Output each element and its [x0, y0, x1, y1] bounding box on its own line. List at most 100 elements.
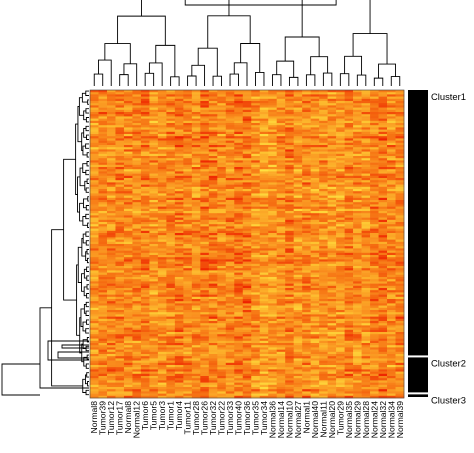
- heatmap-cell: [251, 123, 261, 126]
- heatmap-cell: [174, 127, 184, 130]
- heatmap-cell: [395, 296, 405, 300]
- heatmap-cell: [319, 118, 328, 122]
- heatmap-cell: [276, 239, 286, 243]
- heatmap-cell: [268, 156, 278, 159]
- heatmap-cell: [319, 292, 328, 295]
- heatmap-cell: [276, 222, 286, 225]
- heatmap-cell: [268, 296, 278, 300]
- heatmap-cell: [259, 244, 269, 247]
- heatmap-cell: [361, 98, 371, 102]
- heatmap-cell: [395, 222, 405, 225]
- heatmap-cell: [242, 250, 252, 254]
- heatmap-cell: [149, 268, 159, 271]
- heatmap-cell: [302, 215, 311, 218]
- heatmap-cell: [98, 241, 108, 245]
- heatmap-cell: [225, 208, 235, 212]
- heatmap-cell: [90, 369, 99, 372]
- heatmap-cell: [259, 167, 269, 170]
- heatmap-cell: [106, 98, 116, 102]
- heatmap-cell: [115, 318, 125, 322]
- heatmap-cell: [132, 180, 142, 183]
- heatmap-cell: [149, 118, 159, 122]
- heatmap-cell: [310, 270, 320, 273]
- heatmap-cell: [242, 327, 252, 331]
- heatmap-cell: [310, 360, 320, 364]
- heatmap-cell: [353, 164, 362, 168]
- heatmap-cell: [395, 151, 405, 155]
- heatmap-cell: [123, 175, 133, 179]
- heatmap-cell: [395, 358, 405, 361]
- heatmap-cell: [268, 279, 278, 282]
- heatmap-cell: [293, 281, 303, 284]
- heatmap-cell: [149, 215, 159, 218]
- heatmap-cell: [166, 215, 176, 218]
- heatmap-cell: [319, 147, 328, 150]
- heatmap-cell: [344, 321, 354, 324]
- heatmap-cell: [251, 180, 261, 183]
- heatmap-cell: [327, 345, 337, 348]
- heatmap-cell: [225, 145, 235, 148]
- heatmap-cell: [191, 215, 201, 218]
- heatmap-cell: [225, 180, 235, 183]
- heatmap-cell: [132, 263, 142, 267]
- heatmap-cell: [106, 226, 116, 229]
- heatmap-cell: [174, 244, 184, 247]
- heatmap-cell: [370, 334, 379, 337]
- heatmap-cell: [361, 277, 371, 280]
- heatmap-cell: [191, 151, 201, 155]
- heatmap-cell: [285, 263, 294, 267]
- heatmap-cell: [285, 90, 294, 93]
- heatmap-cell: [242, 233, 252, 236]
- heatmap-cell: [336, 105, 345, 108]
- heatmap-cell: [395, 272, 405, 276]
- heatmap-cell: [302, 303, 311, 306]
- heatmap-cell: [149, 340, 159, 344]
- heatmap-cell: [115, 222, 125, 225]
- heatmap-cell: [251, 345, 261, 348]
- heatmap-cell: [149, 283, 159, 287]
- heatmap-cell: [310, 151, 320, 155]
- heatmap-cell: [276, 299, 286, 302]
- heatmap-cell: [234, 325, 244, 328]
- heatmap-cell: [242, 175, 252, 179]
- heatmap-cell: [242, 310, 252, 313]
- heatmap-cell: [361, 316, 371, 320]
- heatmap-cell: [276, 263, 286, 267]
- heatmap-cell: [166, 367, 176, 370]
- heatmap-cell: [285, 101, 294, 104]
- heatmap-cell: [140, 376, 150, 379]
- heatmap-cell: [310, 136, 320, 139]
- heatmap-cell: [140, 222, 150, 225]
- heatmap-cell: [132, 178, 142, 181]
- heatmap-cell: [387, 107, 396, 111]
- heatmap-cell: [302, 94, 311, 97]
- heatmap-cell: [378, 162, 388, 166]
- heatmap-cell: [225, 270, 235, 273]
- heatmap-cell: [90, 127, 99, 130]
- heatmap-cell: [140, 292, 150, 295]
- heatmap-cell: [319, 307, 328, 311]
- heatmap-cell: [327, 321, 337, 324]
- heatmap-cell: [183, 325, 193, 328]
- heatmap-cell: [251, 290, 261, 293]
- heatmap-cell: [174, 378, 184, 381]
- heatmap-cell: [361, 325, 371, 328]
- heatmap-cell: [200, 303, 210, 306]
- heatmap-cell: [140, 329, 150, 333]
- heatmap-cell: [191, 345, 201, 348]
- heatmap-cell: [140, 217, 150, 221]
- heatmap-cell: [234, 312, 244, 315]
- heatmap-cell: [140, 169, 150, 172]
- heatmap-cell: [395, 349, 405, 353]
- heatmap-cell: [276, 292, 286, 295]
- heatmap-cell: [106, 257, 116, 260]
- heatmap-cell: [293, 321, 303, 324]
- heatmap-cell: [166, 329, 176, 333]
- heatmap-cell: [276, 259, 286, 262]
- heatmap-cell: [370, 230, 379, 234]
- heatmap-cell: [302, 109, 311, 113]
- heatmap-cell: [268, 365, 278, 368]
- heatmap-cell: [123, 167, 133, 170]
- heatmap-cell: [395, 96, 405, 100]
- heatmap-cell: [149, 140, 159, 144]
